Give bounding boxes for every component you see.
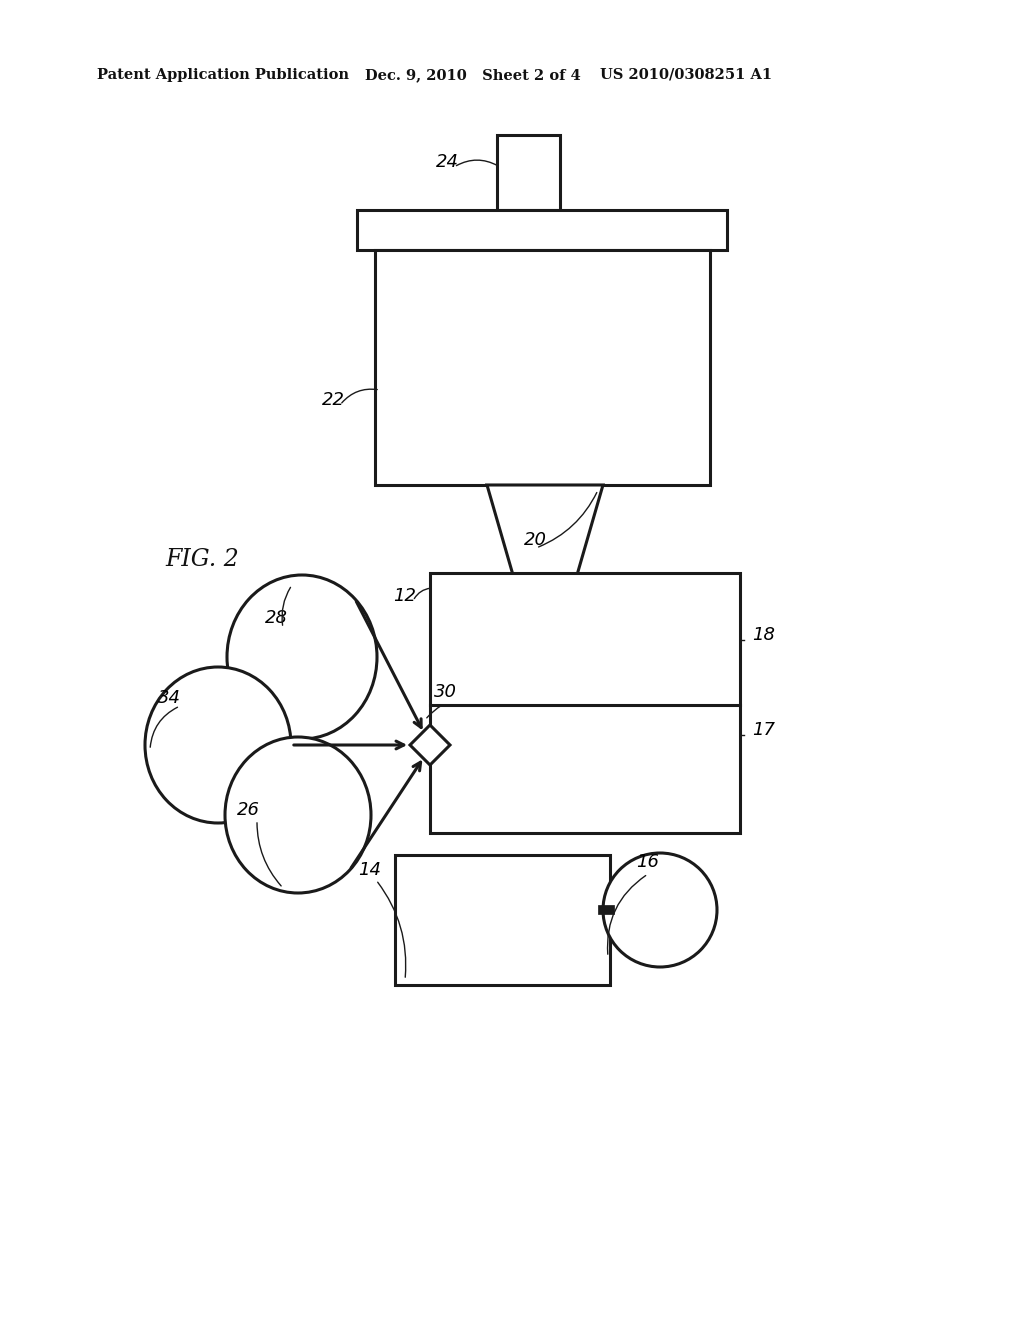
Text: 26: 26 bbox=[237, 801, 260, 818]
Ellipse shape bbox=[227, 576, 377, 739]
Text: Patent Application Publication: Patent Application Publication bbox=[97, 69, 349, 82]
Text: 14: 14 bbox=[358, 861, 381, 879]
Ellipse shape bbox=[225, 737, 371, 894]
Text: 17: 17 bbox=[752, 721, 775, 739]
Text: 12: 12 bbox=[393, 587, 416, 605]
Text: 34: 34 bbox=[158, 689, 181, 708]
Text: 16: 16 bbox=[636, 853, 659, 871]
Bar bbox=[430, 573, 740, 833]
Polygon shape bbox=[410, 725, 450, 766]
Ellipse shape bbox=[145, 667, 291, 822]
Text: 24: 24 bbox=[436, 153, 459, 172]
Bar bbox=[497, 135, 560, 210]
Bar bbox=[395, 855, 610, 985]
Text: 20: 20 bbox=[524, 531, 547, 549]
Ellipse shape bbox=[603, 853, 717, 968]
Text: 22: 22 bbox=[322, 391, 345, 409]
Text: US 2010/0308251 A1: US 2010/0308251 A1 bbox=[600, 69, 772, 82]
Text: 18: 18 bbox=[752, 626, 775, 644]
Bar bbox=[375, 249, 710, 484]
Text: 30: 30 bbox=[434, 682, 457, 701]
Text: Dec. 9, 2010   Sheet 2 of 4: Dec. 9, 2010 Sheet 2 of 4 bbox=[365, 69, 581, 82]
Text: FIG. 2: FIG. 2 bbox=[165, 549, 239, 572]
Text: 28: 28 bbox=[265, 609, 288, 627]
Bar bbox=[357, 210, 727, 249]
Polygon shape bbox=[487, 484, 603, 576]
